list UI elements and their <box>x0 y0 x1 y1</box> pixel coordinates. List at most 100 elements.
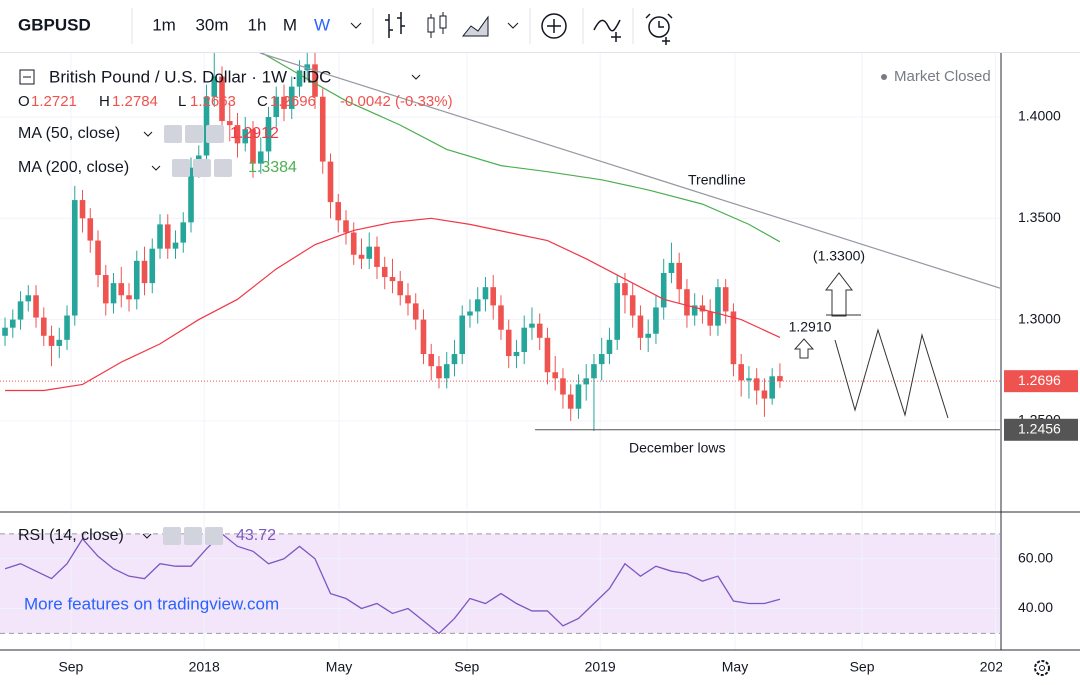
indicator-chevron[interactable] <box>151 165 161 171</box>
indicator-button[interactable] <box>205 527 223 545</box>
interval-button[interactable]: M <box>283 15 297 34</box>
arrow-large <box>824 272 854 317</box>
candle-body <box>738 364 744 381</box>
interval-chevron[interactable] <box>350 22 362 29</box>
indicator-button[interactable] <box>164 125 182 143</box>
support-label: 1.2456 <box>1018 420 1061 436</box>
candle-body <box>350 232 357 255</box>
candle-body <box>87 218 94 241</box>
watermark[interactable]: More features on tradingview.com <box>24 594 279 613</box>
candle-body <box>288 86 295 109</box>
symbol-title: British Pound / U.S. Dollar · 1W · IDC <box>49 67 331 86</box>
candle-body <box>560 378 566 395</box>
candle-body <box>769 376 775 399</box>
candle-body <box>583 378 590 385</box>
candle-body <box>149 248 156 284</box>
symbol[interactable]: GBPUSD <box>18 15 91 34</box>
candle-body <box>273 96 280 118</box>
indicator-button[interactable] <box>185 125 203 143</box>
candle-body <box>505 329 512 357</box>
ohlc-key: H <box>99 93 110 110</box>
ohlc-key: O <box>18 93 30 110</box>
indicator-value: 43.72 <box>236 527 276 544</box>
last-price-label: 1.2696 <box>1018 372 1061 388</box>
candle-style-box <box>439 15 447 29</box>
indicator-button[interactable] <box>163 527 181 545</box>
candle-body <box>312 64 318 97</box>
annotation: (1.3300) <box>813 248 865 264</box>
candle-body <box>567 394 574 409</box>
candle-body <box>746 378 752 381</box>
candle-body <box>358 254 365 259</box>
indicators-icon[interactable] <box>593 19 621 42</box>
interval-button[interactable]: W <box>314 15 330 34</box>
y-tick-label: 1.3000 <box>1018 310 1061 326</box>
candle-body <box>33 295 39 318</box>
candle-body <box>157 224 163 249</box>
interval-button[interactable]: 30m <box>195 15 228 34</box>
candle-body <box>126 295 132 300</box>
candle-body <box>660 272 667 308</box>
ohlc-value: 1.2721 <box>31 93 77 110</box>
x-tick-label: 2019 <box>585 659 616 675</box>
indicator-name: MA (200, close) <box>18 159 129 176</box>
candle-body <box>374 246 380 267</box>
projection-zigzag <box>834 328 949 419</box>
collapse-icon[interactable] <box>19 69 35 85</box>
interval-button[interactable]: 1m <box>152 15 176 34</box>
ohlc-key: C <box>257 93 268 110</box>
indicator-button[interactable] <box>206 125 224 143</box>
indicator-button[interactable] <box>214 159 232 177</box>
candle-body <box>319 96 326 162</box>
ohlc-value: 1.2696 <box>270 93 316 110</box>
bar-style-icon[interactable] <box>385 12 405 38</box>
candle-body <box>474 299 481 312</box>
candle-body <box>343 220 349 233</box>
area-style-icon[interactable] <box>461 15 489 37</box>
indicator-button[interactable] <box>193 159 211 177</box>
candle-body <box>575 384 582 409</box>
ma-line <box>5 217 781 392</box>
toolbar <box>0 0 1080 52</box>
candle-body <box>48 335 55 346</box>
candle-body <box>381 266 388 278</box>
candle-body <box>761 390 768 399</box>
support-tag <box>1004 418 1078 441</box>
candle-body <box>436 366 442 379</box>
candle-body <box>188 167 194 223</box>
candle-body <box>164 224 171 249</box>
candle-body <box>25 295 32 302</box>
settings-icon[interactable] <box>1034 660 1050 676</box>
candle-body <box>428 354 435 367</box>
candle-style-box <box>427 17 435 33</box>
last-price-tag <box>1004 370 1078 393</box>
arrow-small <box>793 338 815 359</box>
candle-body <box>544 337 551 373</box>
candle-body <box>9 319 16 328</box>
interval-button[interactable]: 1h <box>248 15 267 34</box>
candle-body <box>226 121 233 126</box>
title-chevron[interactable] <box>411 74 421 80</box>
candle-body <box>40 317 47 336</box>
compare-icon[interactable] <box>541 13 567 39</box>
indicator-chevron[interactable] <box>143 131 153 137</box>
candle-body <box>645 333 651 338</box>
candle-body <box>451 354 458 365</box>
candle-body <box>211 76 218 97</box>
candle-body <box>536 323 543 338</box>
market-status: Market Closed <box>894 68 991 85</box>
candle-body <box>110 283 117 304</box>
candle-body <box>265 117 272 152</box>
y-tick-label: 1.3500 <box>1018 209 1061 225</box>
alert-icon[interactable] <box>648 16 670 38</box>
x-tick-label: Sep <box>454 659 479 675</box>
indicator-button[interactable] <box>172 159 190 177</box>
x-tick-label: 2018 <box>189 659 220 675</box>
style-chevron[interactable] <box>507 22 519 29</box>
indicator-chevron[interactable] <box>142 533 152 539</box>
x-tick-label: Sep <box>850 659 875 675</box>
candle-body <box>234 125 241 144</box>
indicator-button[interactable] <box>184 527 202 545</box>
candle-body <box>653 307 659 334</box>
candle-body <box>56 339 63 346</box>
